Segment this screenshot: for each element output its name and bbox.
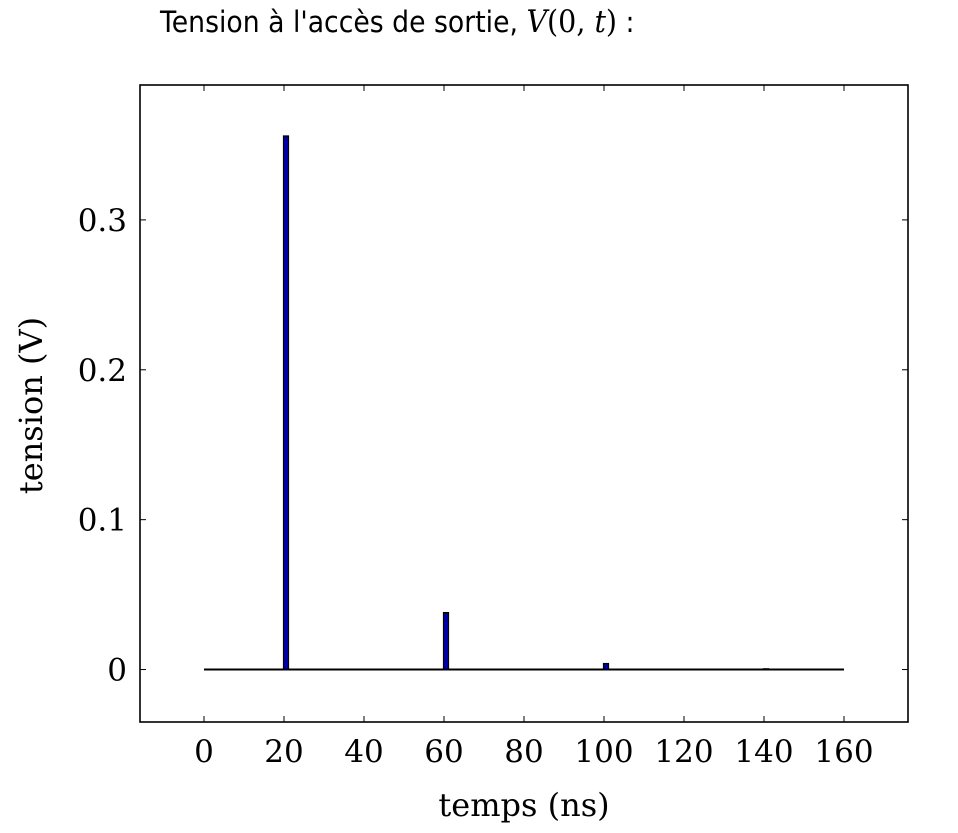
tick-marks bbox=[140, 85, 908, 722]
chart-title-suffix: : bbox=[617, 5, 635, 39]
chart-title: Tension à l'accès de sortie, V(0, t) : bbox=[160, 0, 635, 44]
chart-title-math-close: ) bbox=[605, 4, 618, 40]
x-tick-label-4: 80 bbox=[504, 734, 543, 770]
y-tick-label-2: 0.2 bbox=[78, 353, 127, 389]
bar-1 bbox=[442, 611, 450, 671]
x-tick-label-1: 20 bbox=[264, 734, 303, 770]
bar-0 bbox=[282, 135, 290, 671]
bar-series bbox=[282, 135, 770, 671]
y-tick-label-1: 0.1 bbox=[78, 503, 127, 539]
x-tick-labels: 0 20 40 60 80 100 120 140 160 bbox=[194, 734, 873, 770]
plot-frame bbox=[139, 84, 909, 723]
y-tick-labels: 0 0.1 0.2 0.3 bbox=[78, 203, 127, 689]
y-tick-label-3: 0.3 bbox=[78, 203, 127, 239]
x-tick-label-8: 160 bbox=[814, 734, 873, 770]
chart-title-math-args: (0, bbox=[547, 4, 595, 40]
chart-title-text: Tension à l'accès de sortie, bbox=[160, 5, 518, 39]
chart-title-math-var: t bbox=[594, 4, 606, 40]
chart-title-math-func: V bbox=[526, 4, 548, 40]
chart-title-math: V(0, t) bbox=[526, 4, 617, 40]
x-tick-label-2: 40 bbox=[344, 734, 383, 770]
x-tick-label-6: 120 bbox=[654, 734, 713, 770]
y-axis-label: tension (V) bbox=[12, 317, 50, 494]
x-tick-label-3: 60 bbox=[424, 734, 463, 770]
x-tick-label-0: 0 bbox=[194, 734, 214, 770]
x-tick-label-5: 100 bbox=[574, 734, 633, 770]
y-tick-label-0: 0 bbox=[107, 653, 127, 689]
x-tick-label-7: 140 bbox=[734, 734, 793, 770]
x-axis-label: temps (ns) bbox=[438, 786, 609, 824]
